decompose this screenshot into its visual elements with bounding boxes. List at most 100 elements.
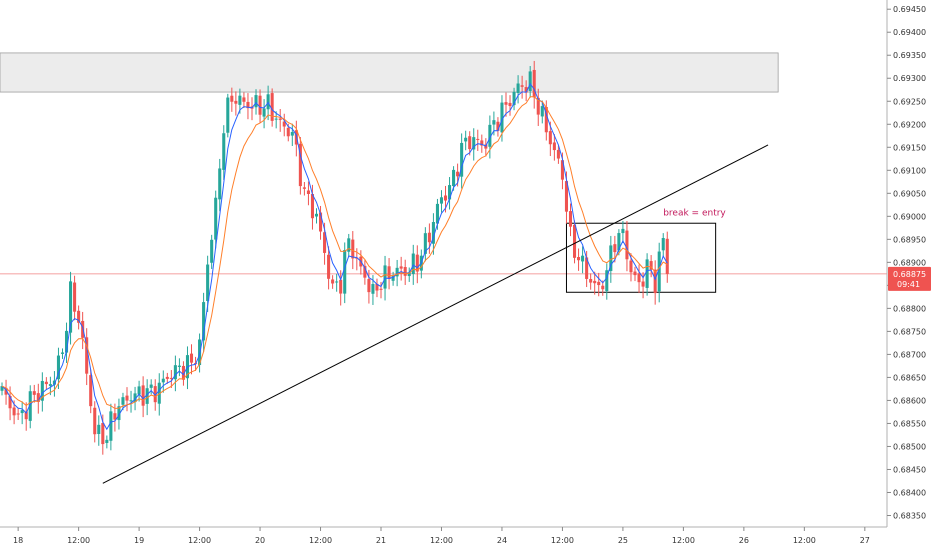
candle-body bbox=[69, 281, 73, 333]
candle-body bbox=[520, 85, 524, 87]
time-tick-label: 20 bbox=[255, 536, 265, 545]
candle-body bbox=[452, 169, 456, 187]
candle-body bbox=[512, 91, 516, 106]
candle-body bbox=[585, 257, 589, 279]
candle-body bbox=[125, 395, 129, 401]
candle-body bbox=[653, 269, 657, 294]
candle-body bbox=[544, 106, 548, 133]
price-tick-label: 0.69200 bbox=[893, 120, 926, 129]
candle-body bbox=[351, 239, 355, 259]
candle bbox=[520, 75, 524, 99]
candle bbox=[250, 97, 254, 121]
candle bbox=[16, 408, 20, 420]
candle bbox=[661, 233, 665, 257]
candle bbox=[141, 376, 145, 418]
candle-body bbox=[472, 137, 476, 150]
candle-body bbox=[306, 190, 310, 194]
candle-body bbox=[77, 310, 81, 323]
consolidation-box-layer bbox=[565, 222, 717, 293]
candle-body bbox=[310, 193, 314, 219]
ascending-trendline bbox=[102, 144, 769, 484]
candle bbox=[367, 269, 371, 304]
time-tick-label: 12:00 bbox=[430, 536, 453, 545]
candle-body bbox=[448, 185, 452, 200]
candle bbox=[169, 370, 173, 389]
candle-body bbox=[488, 124, 492, 147]
price-tick-label: 0.69150 bbox=[893, 143, 926, 152]
candle bbox=[649, 255, 653, 278]
candle-body bbox=[476, 138, 480, 140]
candle-body bbox=[560, 160, 564, 180]
candle-body bbox=[238, 95, 242, 105]
candle bbox=[528, 66, 532, 98]
candle-body bbox=[254, 95, 258, 108]
candle bbox=[399, 256, 403, 281]
candle bbox=[278, 108, 282, 132]
candle-body bbox=[516, 83, 520, 93]
candle-body bbox=[290, 132, 294, 136]
candle-body bbox=[181, 365, 185, 380]
candle-body bbox=[552, 142, 556, 151]
candle-body bbox=[621, 228, 625, 234]
candle bbox=[552, 134, 556, 161]
time-axis[interactable]: 18 12:00 19 12:00 20 12:00 21 12:00 24 12:00 25 12:… bbox=[0, 526, 932, 550]
candle-body bbox=[403, 267, 407, 276]
candle-body bbox=[214, 197, 218, 240]
candle-body bbox=[274, 118, 278, 120]
current-price-badge-bg bbox=[888, 266, 931, 291]
candle bbox=[258, 89, 262, 123]
candle-body bbox=[589, 279, 593, 283]
candle bbox=[597, 272, 601, 297]
candle bbox=[274, 111, 278, 129]
candle-body bbox=[270, 93, 274, 121]
price-axis[interactable]: 0.69450 0.69400 0.69350 0.69300 0.69250 0.692… bbox=[886, 0, 932, 550]
time-tick-label: 12:00 bbox=[309, 536, 332, 545]
candle-body bbox=[613, 244, 617, 253]
candle-body bbox=[504, 102, 508, 105]
candle bbox=[121, 392, 125, 411]
candle-body bbox=[339, 279, 343, 294]
candle-body bbox=[137, 386, 141, 395]
candle-body bbox=[28, 391, 32, 421]
candle-body bbox=[202, 302, 206, 341]
candle bbox=[335, 273, 339, 292]
candle-body bbox=[222, 133, 226, 170]
candle-body bbox=[431, 222, 435, 244]
candle-body bbox=[609, 245, 613, 271]
candle-body bbox=[573, 224, 577, 258]
time-tick-label: 27 bbox=[860, 536, 870, 545]
candle-body bbox=[375, 283, 379, 291]
annotation-layer: break = entry bbox=[663, 208, 726, 218]
candle-body bbox=[645, 259, 649, 288]
candle-body bbox=[56, 355, 60, 380]
time-axis-background bbox=[0, 527, 932, 550]
candle bbox=[423, 227, 427, 262]
price-tick-label: 0.69450 bbox=[893, 5, 926, 14]
candle-body bbox=[581, 255, 585, 262]
candle bbox=[568, 203, 573, 237]
candle bbox=[625, 221, 629, 272]
candle bbox=[472, 128, 476, 161]
candle bbox=[391, 271, 395, 286]
price-tick-label: 0.68700 bbox=[893, 350, 926, 359]
candle-body bbox=[246, 101, 250, 109]
candle-body bbox=[387, 266, 391, 279]
candle bbox=[665, 231, 669, 283]
candle-body bbox=[323, 232, 327, 253]
candle-body bbox=[52, 380, 56, 385]
candle-body bbox=[153, 386, 157, 403]
candle bbox=[214, 190, 218, 249]
time-tick-label: 12:00 bbox=[188, 536, 211, 545]
candle bbox=[210, 234, 214, 269]
price-tick-label: 0.68500 bbox=[893, 442, 926, 451]
candle bbox=[129, 390, 133, 413]
candle bbox=[556, 145, 560, 164]
candle-body bbox=[282, 121, 286, 127]
candle bbox=[532, 60, 536, 109]
candle bbox=[89, 369, 93, 414]
candle bbox=[516, 75, 520, 104]
candle bbox=[282, 113, 286, 137]
time-tick-label: 26 bbox=[739, 536, 749, 545]
candle-body bbox=[302, 187, 306, 189]
